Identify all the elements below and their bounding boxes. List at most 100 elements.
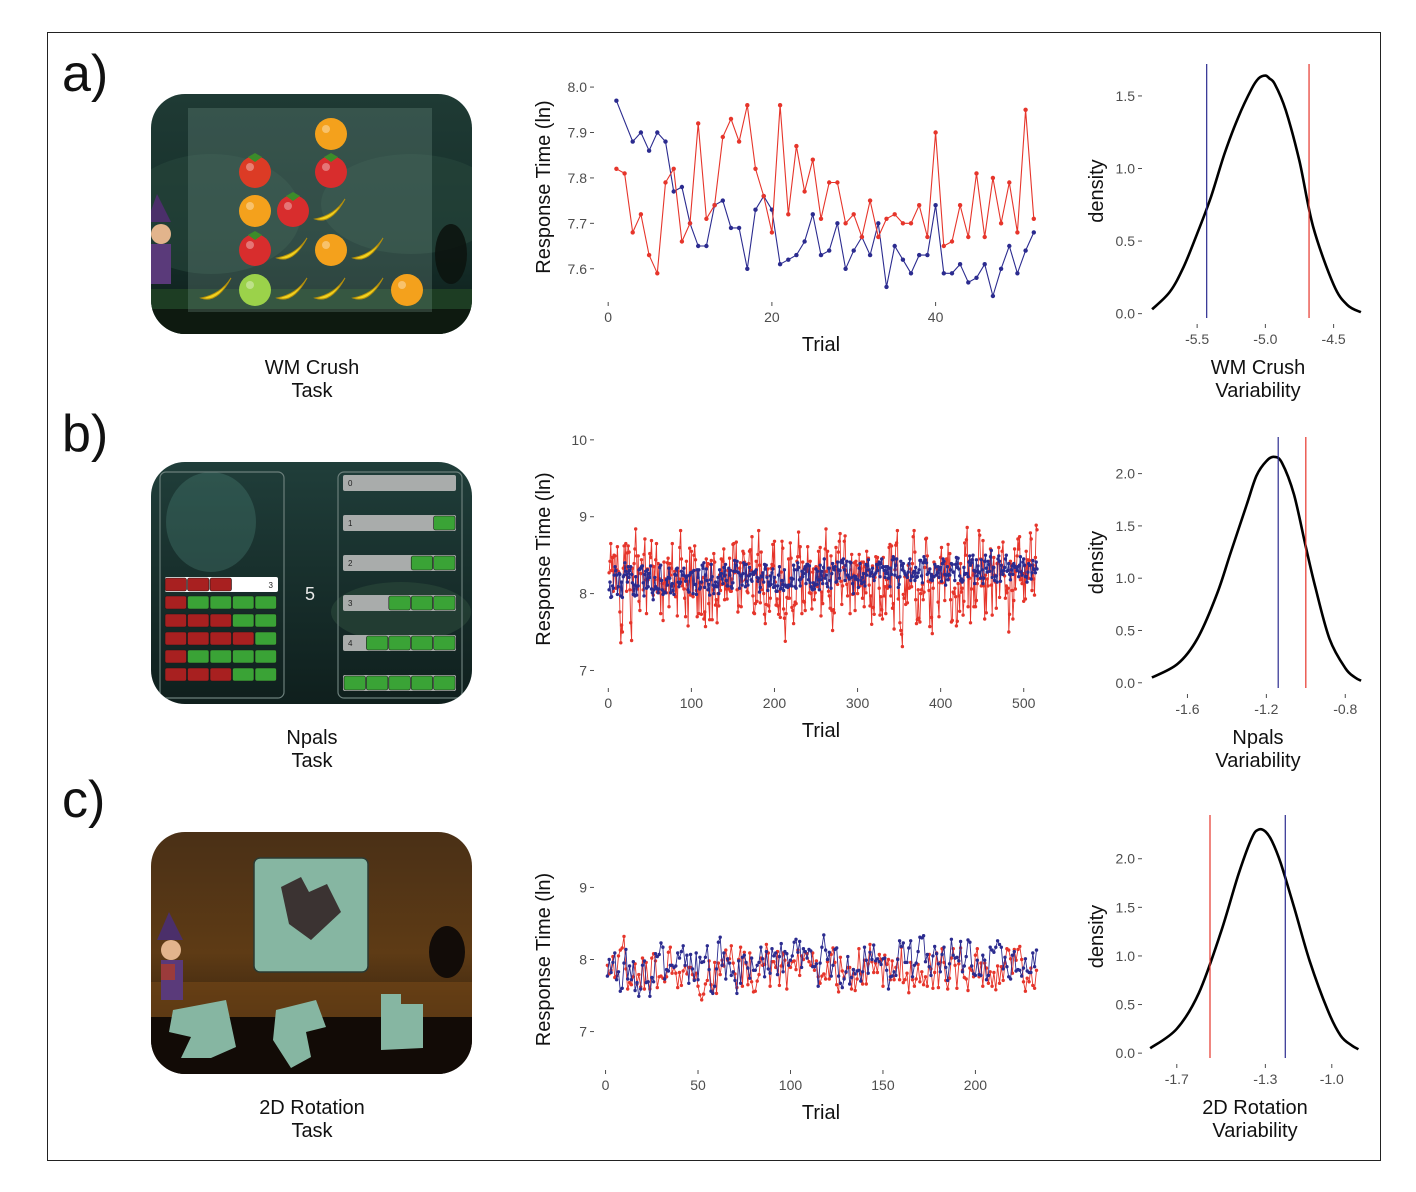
- data-point: [710, 575, 714, 579]
- data-point: [806, 545, 810, 549]
- data-point: [772, 539, 777, 543]
- data-point: [826, 589, 831, 593]
- data-point: [931, 986, 935, 990]
- data-point: [908, 221, 914, 226]
- data-point: [654, 558, 658, 562]
- data-point: [1032, 965, 1037, 969]
- data-point: [1011, 617, 1015, 621]
- data-point: [882, 568, 886, 573]
- data-point: [714, 598, 718, 602]
- density-chart-b: -1.6 -1.2 -0.8 0.0 0.5 1.0 1.5 2.0 density: [1086, 437, 1362, 717]
- left-bar-row: [164, 649, 277, 664]
- data-point: [1013, 587, 1018, 591]
- data-point: [644, 611, 649, 616]
- data-point: [614, 573, 619, 577]
- data-point: [871, 605, 875, 610]
- data-point: [736, 225, 742, 231]
- orange-icon[interactable]: [239, 195, 271, 227]
- task-name-c: 2D Rotation: [259, 1097, 365, 1119]
- apple-icon[interactable]: [239, 274, 271, 306]
- data-point: [964, 954, 968, 959]
- orange-icon[interactable]: [315, 118, 347, 150]
- orange-icon[interactable]: [391, 274, 423, 306]
- data-point: [919, 591, 923, 596]
- data-point: [968, 621, 973, 625]
- data-point: [792, 940, 796, 944]
- data-point: [800, 611, 804, 616]
- data-point: [713, 560, 717, 564]
- data-point: [640, 956, 645, 960]
- data-point: [694, 951, 698, 955]
- banana-icon[interactable]: [351, 277, 384, 300]
- data-point: [769, 582, 773, 587]
- data-point: [678, 545, 682, 550]
- data-point: [825, 957, 830, 962]
- data-point: [638, 212, 644, 217]
- density-xlabel-c-var: Variability: [1212, 1120, 1298, 1142]
- orange-icon[interactable]: [315, 234, 347, 266]
- data-point: [759, 550, 763, 554]
- data-point: [958, 561, 963, 566]
- banana-icon[interactable]: [313, 277, 346, 300]
- y-tick-label: 8: [579, 952, 587, 968]
- data-point: [912, 984, 917, 988]
- y-tick-label: 8: [579, 586, 587, 602]
- data-point: [1006, 586, 1010, 590]
- data-point: [618, 610, 622, 614]
- data-point: [938, 970, 942, 974]
- option-shape-1-icon[interactable]: [169, 1000, 236, 1058]
- data-point: [703, 624, 708, 629]
- data-point: [961, 578, 965, 583]
- data-point: [746, 966, 750, 970]
- right-bar-row: [343, 675, 456, 691]
- data-point: [746, 583, 750, 587]
- strawberry-icon[interactable]: [277, 192, 309, 227]
- data-point: [899, 628, 903, 633]
- data-point: [1005, 591, 1009, 595]
- banana-icon[interactable]: [275, 277, 308, 300]
- data-point: [958, 574, 962, 578]
- banana-icon[interactable]: [351, 237, 384, 260]
- banana-icon[interactable]: [275, 237, 308, 260]
- data-point: [720, 577, 724, 581]
- y-axis-label: Response Time (ln): [533, 873, 555, 1046]
- strawberry-icon[interactable]: [315, 153, 347, 188]
- banana-icon[interactable]: [313, 198, 346, 221]
- data-point: [718, 935, 722, 939]
- data-point: [974, 598, 979, 603]
- option-shape-3-icon[interactable]: [381, 994, 423, 1050]
- task-label-c: 2D Rotation Task: [212, 1097, 412, 1143]
- tomato-icon[interactable]: [239, 153, 271, 188]
- y-tick-label: 0.0: [1116, 306, 1136, 322]
- data-point: [851, 591, 856, 596]
- data-point: [699, 612, 704, 616]
- data-point: [708, 578, 713, 582]
- data-point: [875, 970, 880, 975]
- data-point: [783, 639, 787, 643]
- strawberry-icon[interactable]: [239, 231, 271, 266]
- option-shape-2-icon[interactable]: [273, 1000, 326, 1068]
- data-point: [656, 591, 660, 595]
- y-tick-label: 7.6: [568, 261, 588, 277]
- data-point: [649, 564, 653, 568]
- data-point: [886, 576, 890, 580]
- data-point: [609, 595, 614, 599]
- data-point: [835, 579, 839, 583]
- data-point: [845, 559, 849, 563]
- data-point: [953, 578, 957, 583]
- data-point: [822, 933, 826, 937]
- data-point: [776, 612, 781, 616]
- data-point: [812, 598, 817, 602]
- data-point: [727, 573, 732, 577]
- banana-icon[interactable]: [199, 277, 232, 300]
- data-point: [679, 983, 684, 988]
- data-point: [872, 943, 876, 947]
- x-tick-label: 200: [763, 695, 787, 711]
- data-point: [872, 612, 876, 616]
- data-point: [614, 568, 618, 573]
- data-point: [619, 580, 624, 584]
- data-point: [875, 568, 880, 573]
- data-point: [619, 641, 623, 645]
- data-point: [624, 589, 629, 593]
- data-point: [767, 609, 772, 613]
